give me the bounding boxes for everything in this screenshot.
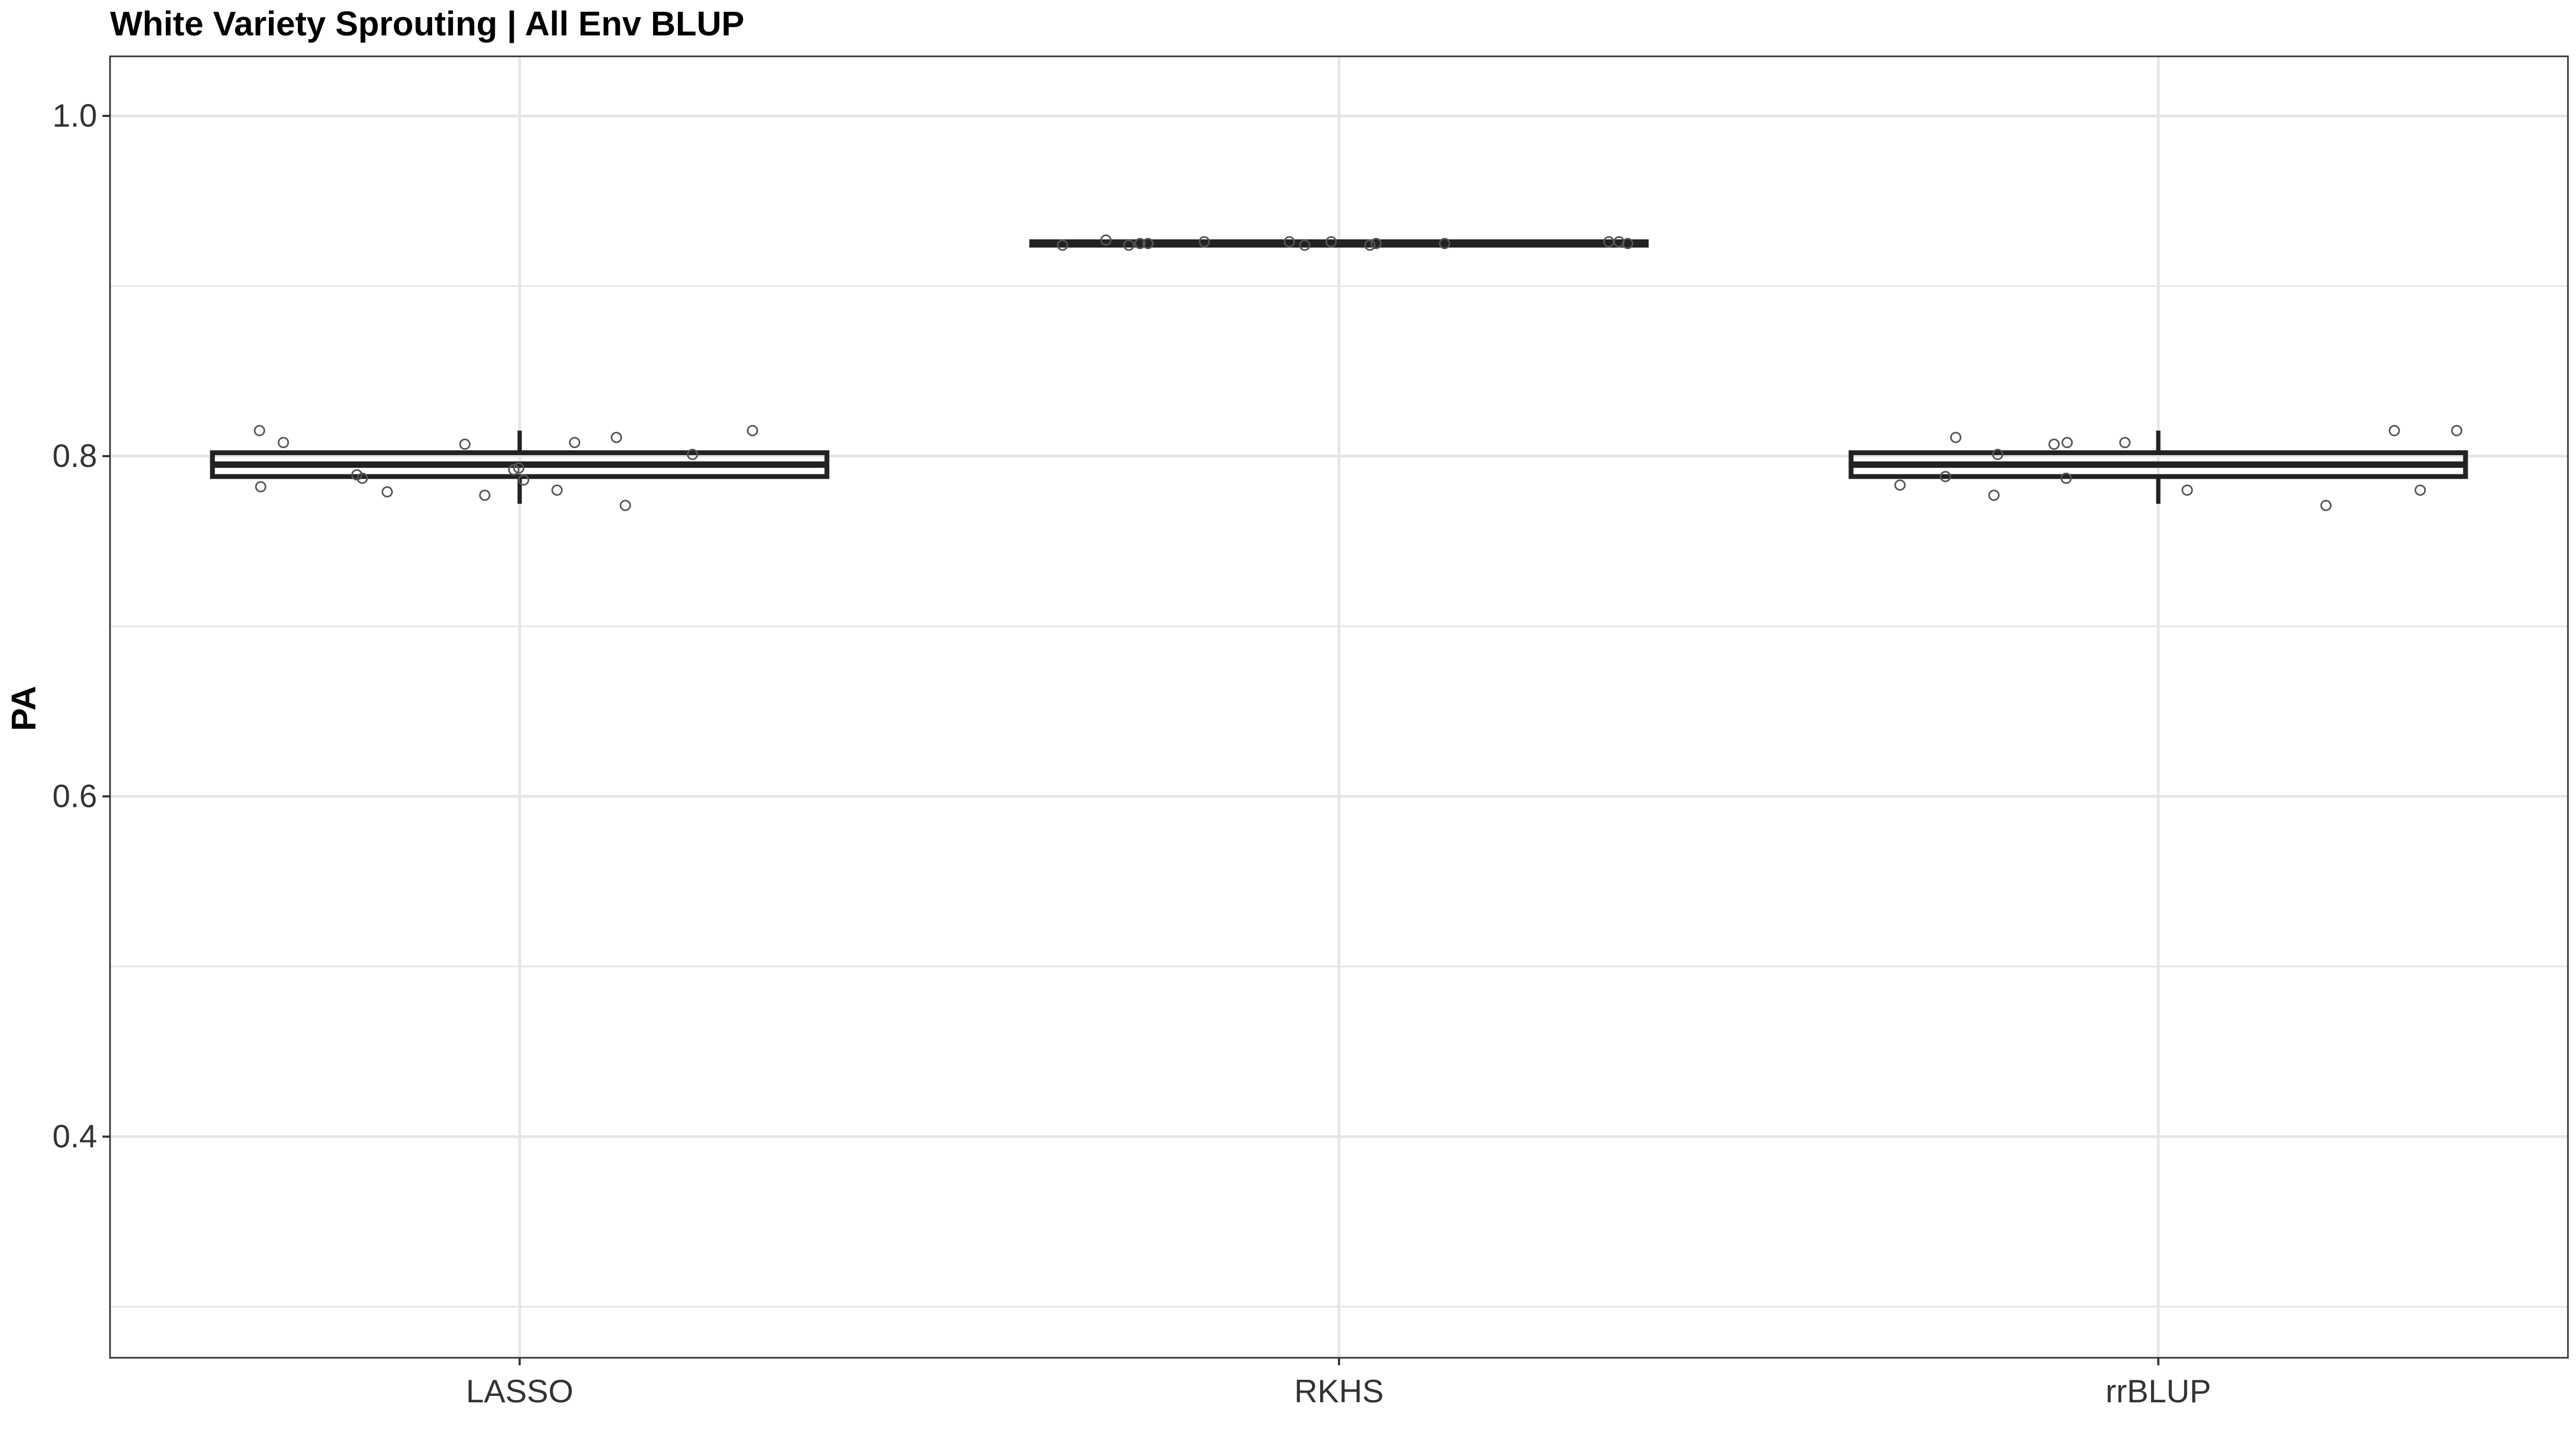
boxplot-rrblup (1848, 430, 2468, 504)
data-point (254, 425, 266, 436)
data-point (2320, 500, 2332, 511)
data-point (611, 431, 623, 443)
data-point (277, 437, 289, 449)
x-axis-ticks: LASSO RKHS rrBLUP (466, 1358, 2211, 1409)
data-point (569, 437, 581, 449)
data-point (513, 462, 525, 474)
data-point (747, 425, 758, 436)
x-tick-label: LASSO (466, 1373, 573, 1409)
data-point (686, 449, 698, 460)
data-point (479, 489, 491, 501)
y-tick-label: 0.8 (53, 438, 97, 474)
data-point (2119, 437, 2131, 449)
y-axis-ticks: 0.4 0.6 0.8 1.0 (53, 98, 110, 1154)
data-point (518, 474, 530, 486)
data-point (1325, 236, 1337, 248)
data-point (1950, 431, 1962, 443)
data-point (1134, 238, 1146, 250)
chart-title: White Variety Sprouting | All Env BLUP (110, 4, 744, 43)
data-point (2451, 425, 2463, 436)
data-point (1613, 236, 1625, 248)
data-point (351, 469, 363, 481)
data-point (1299, 239, 1311, 251)
data-point (619, 500, 631, 511)
data-point (1940, 471, 1951, 482)
data-point (1992, 449, 2003, 460)
data-point (2061, 437, 2073, 449)
data-point (1198, 236, 1210, 248)
data-point (1370, 238, 1382, 250)
data-point (508, 464, 519, 475)
grid-lines (110, 56, 2568, 1358)
data-point (255, 481, 267, 493)
data-point (2060, 472, 2072, 484)
data-point (1100, 234, 1112, 246)
data-point (2414, 484, 2426, 496)
data-point (2182, 484, 2193, 496)
y-tick-label: 1.0 (53, 98, 97, 134)
y-tick-label: 0.4 (53, 1118, 97, 1154)
data-point (1439, 238, 1451, 250)
data-point (382, 486, 393, 498)
data-point (1142, 238, 1154, 250)
x-tick-label: RKHS (1294, 1373, 1384, 1409)
data-point (356, 472, 368, 484)
data-point (1364, 239, 1376, 251)
y-tick-label: 0.6 (53, 778, 97, 814)
data-points (254, 234, 2463, 511)
data-point (1123, 239, 1135, 251)
data-point (2048, 438, 2060, 450)
data-point (1284, 236, 1296, 248)
x-tick-label: rrBLUP (2105, 1373, 2211, 1409)
data-point (551, 484, 563, 496)
data-point (1988, 489, 2000, 501)
data-point (459, 438, 471, 450)
data-point (1057, 239, 1069, 251)
data-point (1894, 479, 1906, 491)
data-point (2388, 425, 2400, 436)
y-axis-label: PA (4, 686, 43, 731)
boxplot-lasso (210, 430, 830, 504)
